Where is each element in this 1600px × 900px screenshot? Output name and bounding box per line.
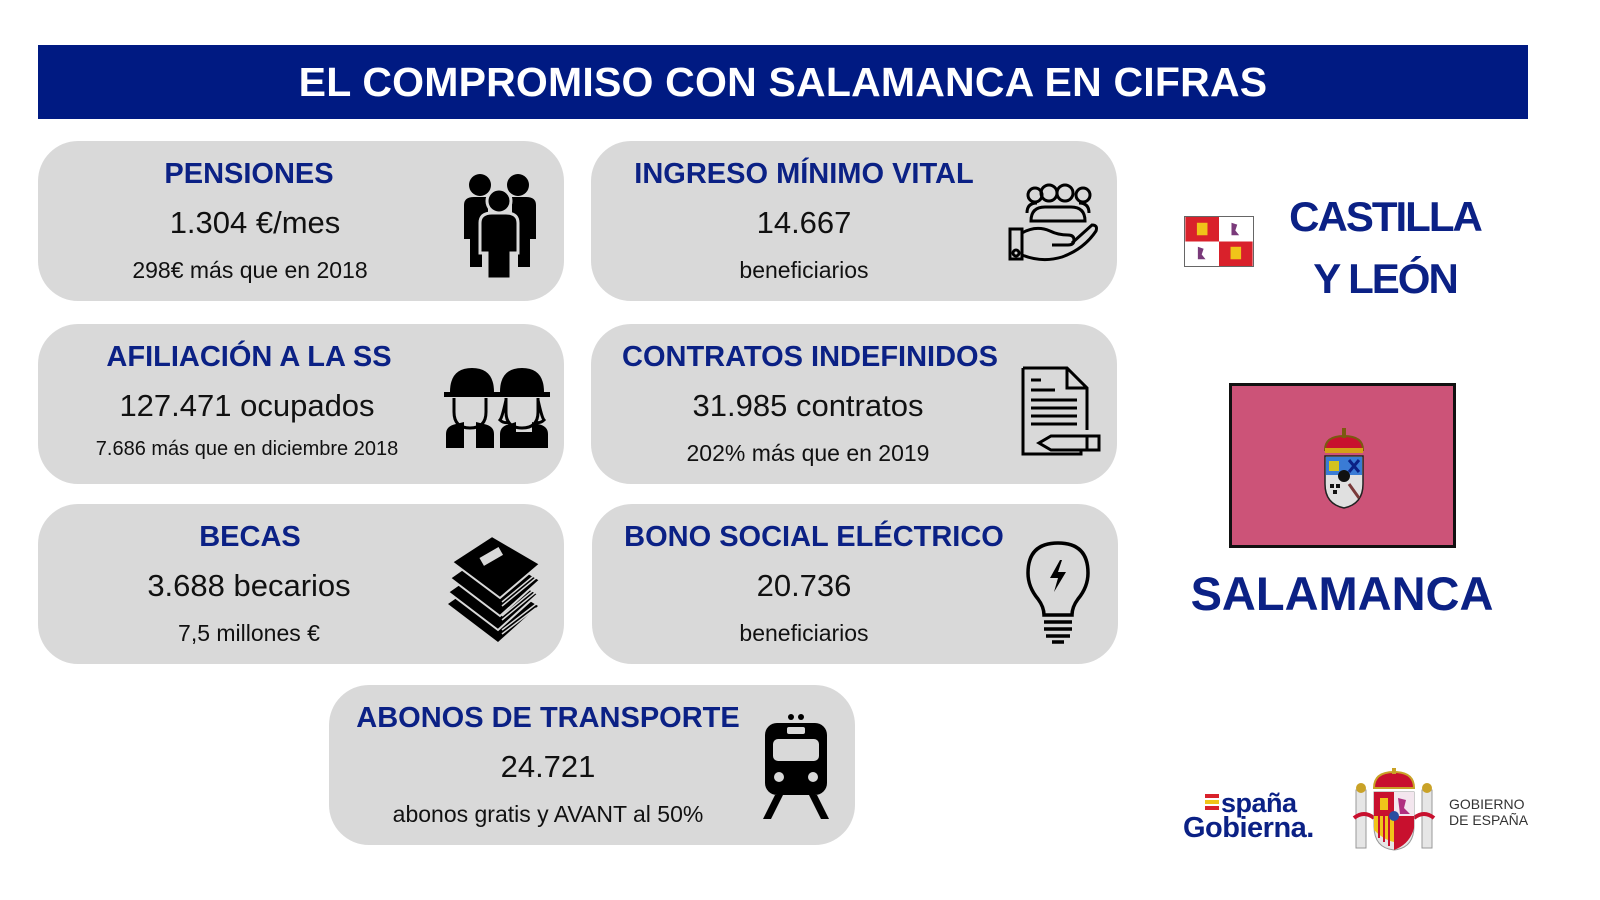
card-title: PENSIONES xyxy=(164,158,334,190)
card-title: BECAS xyxy=(199,521,301,553)
card-becas: BECAS 3.688 becarios 7,5 millones € xyxy=(38,504,564,664)
card-title: BONO SOCIAL ELÉCTRICO xyxy=(624,521,1004,553)
salamanca-flag-icon xyxy=(1229,383,1456,548)
card-subtitle: 298€ más que en 2018 xyxy=(132,257,368,283)
card-value: 14.667 xyxy=(756,205,852,240)
lightbulb-bolt-icon xyxy=(1026,541,1090,644)
card-value: 20.736 xyxy=(756,568,852,603)
card-subtitle: 202% más que en 2019 xyxy=(686,440,930,466)
region-name-line2: Y LEÓN xyxy=(1313,255,1459,302)
gob-line1: GOBIERNO xyxy=(1449,796,1525,812)
hand-holding-people-icon xyxy=(1008,183,1098,262)
page-title: EL COMPROMISO CON SALAMANCA EN CIFRAS xyxy=(298,58,1268,105)
espana-gobierna-logo: spaña Gobierna. xyxy=(1183,788,1338,845)
card-title: INGRESO MÍNIMO VITAL xyxy=(634,158,974,190)
region-name-line1: CASTILLA xyxy=(1289,193,1483,240)
card-title: CONTRATOS INDEFINIDOS xyxy=(622,341,998,373)
card-bono-social-electrico: BONO SOCIAL ELÉCTRICO 20.736 beneficiari… xyxy=(592,504,1118,664)
books-stack-icon xyxy=(446,534,542,642)
castilla-leon-flag-icon xyxy=(1184,216,1254,267)
header-banner: EL COMPROMISO CON SALAMANCA EN CIFRAS xyxy=(38,45,1528,119)
spanish-flag-bars-icon xyxy=(1205,794,1219,812)
card-title: ABONOS DE TRANSPORTE xyxy=(356,702,740,734)
people-group-icon xyxy=(464,174,536,281)
coat-of-arms-icon xyxy=(1323,428,1365,509)
card-value: 24.721 xyxy=(500,749,596,784)
card-pensiones: PENSIONES 1.304 €/mes 298€ más que en 20… xyxy=(38,141,564,301)
card-value: 127.471 ocupados xyxy=(119,388,375,423)
card-subtitle: 7,5 millones € xyxy=(178,620,320,646)
card-subtitle: beneficiarios xyxy=(739,620,869,646)
gob-line2: DE ESPAÑA xyxy=(1449,812,1529,828)
logo-line1: spaña xyxy=(1221,788,1297,818)
card-value: 31.985 contratos xyxy=(692,388,924,423)
card-title: AFILIACIÓN A LA SS xyxy=(106,341,392,373)
card-value: 3.688 becarios xyxy=(147,568,351,603)
card-subtitle: abonos gratis y AVANT al 50% xyxy=(392,801,704,827)
card-value: 1.304 €/mes xyxy=(169,205,341,240)
region-name: CASTILLA Y LEÓN xyxy=(1270,186,1500,310)
gobierno-de-espana-label: GOBIERNO DE ESPAÑA xyxy=(1449,796,1528,828)
contract-document-pen-icon xyxy=(1021,366,1101,456)
logo-line2: Gobierna. xyxy=(1183,812,1314,844)
card-afiliacion-ss: AFILIACIÓN A LA SS 127.471 ocupados 7.68… xyxy=(38,324,564,484)
spain-coat-of-arms-icon xyxy=(1352,768,1436,851)
card-subtitle: beneficiarios xyxy=(739,257,869,283)
card-ingreso-minimo-vital: INGRESO MÍNIMO VITAL 14.667 beneficiario… xyxy=(591,141,1117,301)
card-subtitle: 7.686 más que en diciembre 2018 xyxy=(95,438,399,460)
workers-hardhat-icon xyxy=(444,368,550,448)
train-icon xyxy=(763,714,829,819)
city-name: SALAMANCA xyxy=(1190,567,1494,620)
card-contratos-indefinidos: CONTRATOS INDEFINIDOS 31.985 contratos 2… xyxy=(591,324,1117,484)
card-abonos-transporte: ABONOS DE TRANSPORTE 24.721 abonos grati… xyxy=(329,685,855,845)
